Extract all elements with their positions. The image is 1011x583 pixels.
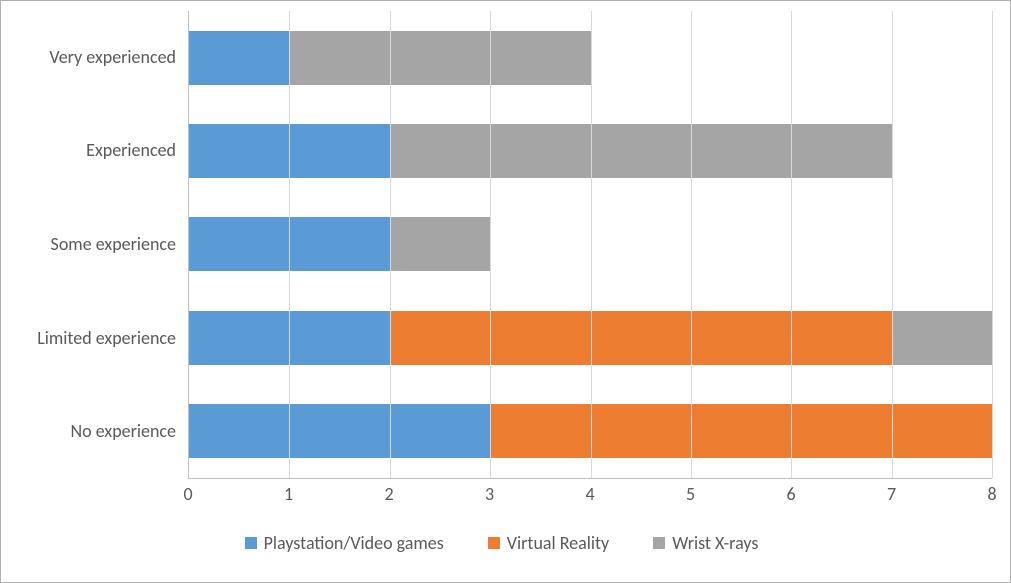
bar-segment (490, 404, 992, 458)
gridline (892, 11, 893, 478)
bar-segment (189, 404, 490, 458)
legend-item-playstation: Playstation/Video games (245, 532, 444, 554)
gridline (490, 11, 491, 478)
x-axis-row: 012345678 (11, 479, 992, 519)
x-tick-label: 8 (987, 483, 996, 505)
gridline (691, 11, 692, 478)
gridline (390, 11, 391, 478)
legend-label: Virtual Reality (507, 532, 609, 554)
x-axis-ticks: 012345678 (188, 479, 992, 519)
gridline (791, 11, 792, 478)
bar-segment (390, 124, 892, 178)
x-tick-label: 5 (686, 483, 695, 505)
y-label: Some experience (51, 235, 176, 255)
gridline (591, 11, 592, 478)
legend: Playstation/Video games Virtual Reality … (11, 519, 992, 567)
bar-segment (892, 311, 992, 365)
bar-segment (390, 311, 892, 365)
gridline (992, 11, 993, 478)
swatch-icon (488, 537, 500, 549)
swatch-icon (653, 537, 665, 549)
plot-row: Very experienced Experienced Some experi… (11, 11, 992, 479)
bar-segment (289, 31, 590, 85)
x-tick-label: 2 (384, 483, 393, 505)
legend-label: Playstation/Video games (264, 532, 444, 554)
y-axis-labels: Very experienced Experienced Some experi… (11, 11, 188, 479)
chart-container: Very experienced Experienced Some experi… (0, 0, 1011, 583)
x-tick-label: 1 (284, 483, 293, 505)
plot-area (188, 11, 992, 479)
bar-segment (189, 31, 289, 85)
x-tick-label: 7 (887, 483, 896, 505)
x-tick-label: 4 (585, 483, 594, 505)
x-axis-spacer (11, 479, 188, 519)
y-label: Very experienced (49, 48, 176, 68)
legend-item-virtual-reality: Virtual Reality (488, 532, 609, 554)
swatch-icon (245, 537, 257, 549)
x-tick-label: 3 (485, 483, 494, 505)
gridline (289, 11, 290, 478)
x-tick-label: 6 (786, 483, 795, 505)
x-tick-label: 0 (183, 483, 192, 505)
bar-segment (390, 217, 490, 271)
y-label: Limited experience (37, 329, 176, 349)
legend-label: Wrist X-rays (672, 532, 758, 554)
legend-item-wrist-xrays: Wrist X-rays (653, 532, 758, 554)
y-label: No experience (71, 422, 176, 442)
y-label: Experienced (86, 141, 176, 161)
